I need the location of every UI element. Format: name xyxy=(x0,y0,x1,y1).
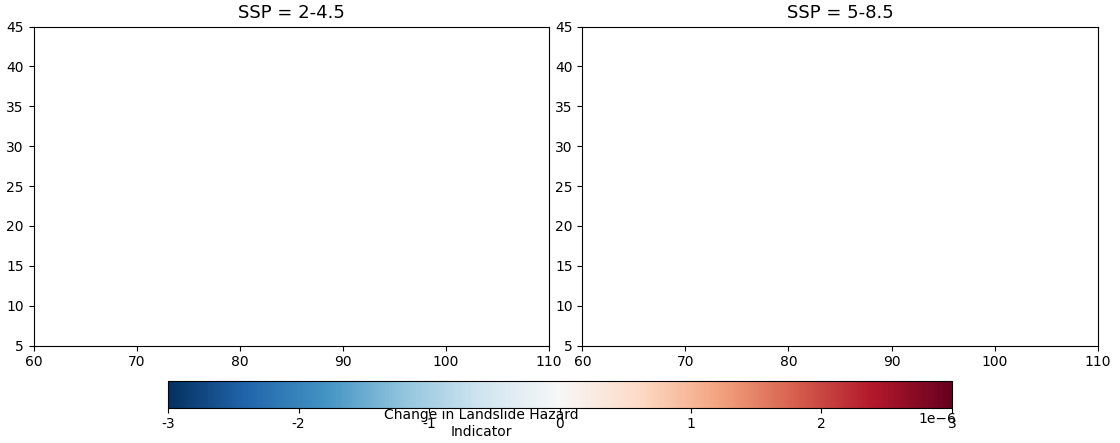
Title: SSP = 2-4.5: SSP = 2-4.5 xyxy=(237,4,345,22)
Text: Change in Landslide Hazard
Indicator: Change in Landslide Hazard Indicator xyxy=(384,408,579,439)
Text: 1e−6: 1e−6 xyxy=(918,412,956,426)
Title: SSP = 5-8.5: SSP = 5-8.5 xyxy=(786,4,894,22)
